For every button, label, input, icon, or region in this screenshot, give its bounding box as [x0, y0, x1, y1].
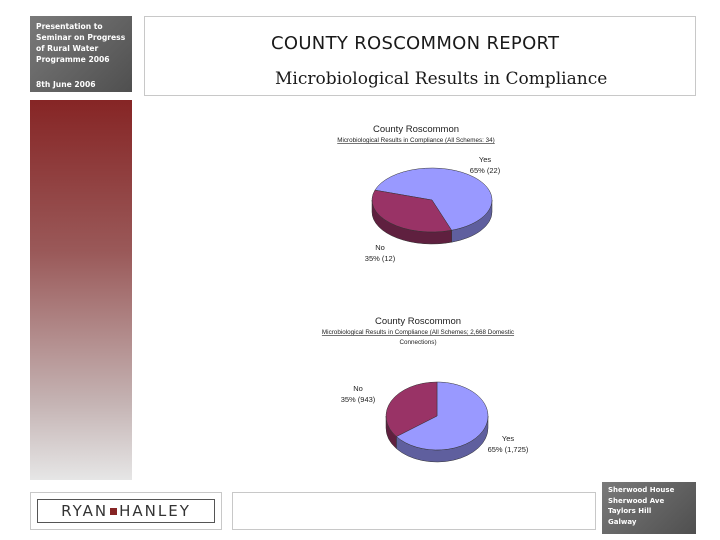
pie	[371, 167, 493, 245]
footer-strip	[232, 492, 596, 530]
address-line: Galway	[608, 517, 637, 526]
presentation-line: Programme 2006	[36, 55, 110, 64]
slice-label-no: No	[375, 243, 385, 252]
logo-box: RYAN HANLEY	[30, 492, 222, 530]
logo-text-left: RYAN	[61, 502, 109, 520]
address-line: Sherwood House	[608, 486, 675, 494]
address-line: Taylors Hill	[608, 507, 652, 515]
pie-slice-yes	[395, 381, 489, 451]
slice-value-yes: 65% (1,725)	[488, 445, 529, 454]
slice-value-no: 35% (12)	[365, 254, 396, 263]
pie	[385, 381, 489, 463]
presentation-line: Presentation to	[36, 22, 103, 31]
presentation-date: 8th June 2006	[36, 80, 96, 89]
address-line: Sherwood Ave	[608, 496, 665, 505]
charts-canvas: County Roscommon Microbiological Results…	[322, 124, 529, 463]
slice-label-no: No	[353, 384, 363, 393]
slice-value-yes: 65% (22)	[470, 166, 501, 175]
pie-slice-no	[371, 189, 453, 233]
decorative-gradient-bar	[30, 100, 132, 480]
presentation-line: Seminar on Progress	[36, 33, 126, 42]
chart-2: County Roscommon Microbiological Results…	[322, 316, 529, 463]
slice-label-yes: Yes	[479, 155, 491, 164]
pie-slice-yes	[374, 167, 493, 231]
page-subtitle: Microbiological Results in Compliance	[275, 69, 608, 89]
pie-slice-no	[385, 381, 438, 437]
chart-title: County Roscommon	[375, 316, 461, 327]
logo-text-right: HANLEY	[119, 502, 191, 520]
company-logo: RYAN HANLEY	[37, 499, 215, 523]
presentation-info-box: Presentation to Seminar on Progress of R…	[30, 16, 132, 92]
page-title: COUNTY ROSCOMMON REPORT	[271, 33, 560, 54]
slice-value-no: 35% (943)	[341, 395, 376, 404]
slice-label-yes: Yes	[502, 434, 514, 443]
title-box: COUNTY ROSCOMMON REPORT Microbiological …	[144, 16, 696, 96]
chart-subtitle: Microbiological Results in Compliance (A…	[337, 137, 494, 144]
logo-square-icon	[110, 507, 118, 515]
chart-subtitle: Microbiological Results in Compliance (A…	[322, 329, 514, 336]
chart-1: County Roscommon Microbiological Results…	[337, 124, 500, 263]
presentation-line: of Rural Water	[36, 44, 99, 53]
address-box: Sherwood House Sherwood Ave Taylors Hill…	[602, 482, 696, 534]
chart-subtitle-line2: Connections)	[399, 339, 436, 346]
chart-title: County Roscommon	[373, 124, 459, 135]
